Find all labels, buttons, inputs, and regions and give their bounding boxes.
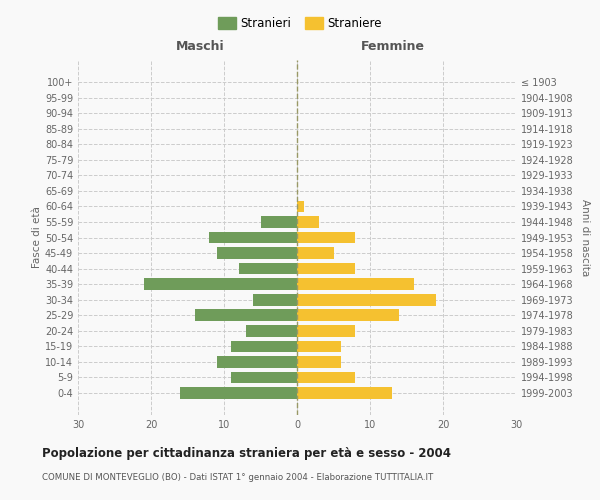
Bar (297, 372, 355, 384)
Text: Popolazione per cittadinanza straniera per età e sesso - 2004: Popolazione per cittadinanza straniera p… (42, 448, 451, 460)
Bar (297, 387, 392, 399)
Bar (297, 263, 355, 274)
Bar (239, 263, 297, 274)
Bar (144, 278, 297, 290)
Legend: Stranieri, Straniere: Stranieri, Straniere (212, 11, 388, 36)
Bar (297, 325, 355, 336)
Bar (217, 356, 297, 368)
Bar (297, 294, 436, 306)
Bar (297, 232, 355, 243)
Text: Maschi: Maschi (176, 40, 225, 53)
Bar (297, 310, 399, 321)
Bar (297, 200, 304, 212)
Text: COMUNE DI MONTEVEGLIO (BO) - Dati ISTAT 1° gennaio 2004 - Elaborazione TUTTITALI: COMUNE DI MONTEVEGLIO (BO) - Dati ISTAT … (42, 472, 433, 482)
Bar (246, 325, 297, 336)
Bar (297, 340, 341, 352)
Y-axis label: Anni di nascita: Anni di nascita (580, 199, 590, 276)
Bar (232, 372, 297, 384)
Bar (260, 216, 297, 228)
Text: Femmine: Femmine (361, 40, 425, 53)
Bar (209, 232, 297, 243)
Bar (297, 247, 334, 259)
Bar (297, 278, 414, 290)
Bar (297, 216, 319, 228)
Bar (253, 294, 297, 306)
Bar (180, 387, 297, 399)
Bar (232, 340, 297, 352)
Bar (195, 310, 297, 321)
Y-axis label: Fasce di età: Fasce di età (32, 206, 42, 268)
Bar (217, 247, 297, 259)
Bar (297, 356, 341, 368)
